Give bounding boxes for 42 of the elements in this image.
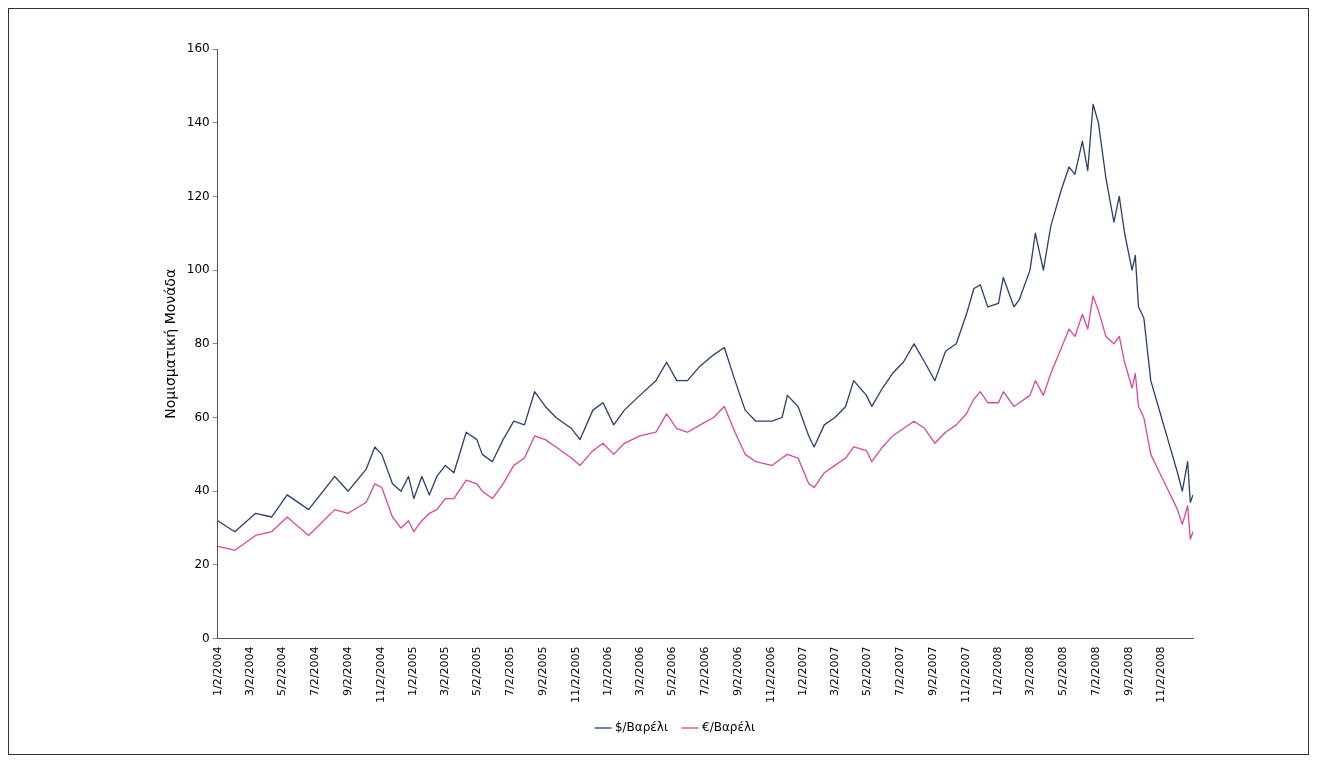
- y-tick-label: 100: [186, 262, 210, 277]
- x-tick-label: 3/2/2006: [632, 646, 646, 696]
- x-tick-label: 11/2/2004: [373, 646, 387, 703]
- x-tick-label: 9/2/2004: [340, 646, 354, 696]
- y-tick-label: 0: [202, 630, 210, 645]
- x-tick-label: 5/2/2005: [470, 646, 484, 696]
- y-tick-label: 20: [194, 557, 210, 572]
- x-tick-label: 3/2/2004: [242, 646, 256, 696]
- x-tick-label: 7/2/2008: [1088, 646, 1102, 696]
- x-tick-label: 11/2/2008: [1154, 646, 1168, 703]
- x-tick-label: 7/2/2005: [502, 646, 516, 696]
- x-tick-label: 5/2/2007: [860, 646, 874, 696]
- x-tick-label: 1/2/2007: [796, 646, 810, 696]
- x-tick-label: 1/2/2004: [210, 646, 224, 696]
- x-tick-label: 9/2/2005: [536, 646, 550, 696]
- x-tick-label: 9/2/2008: [1121, 646, 1135, 696]
- y-tick-label: 60: [194, 409, 210, 424]
- x-tick-label: 11/2/2007: [958, 646, 972, 703]
- y-tick-label: 160: [186, 41, 210, 56]
- x-tick-label: 9/2/2006: [731, 646, 745, 696]
- y-tick-label: 120: [186, 188, 210, 203]
- x-tick-label: 1/2/2008: [991, 646, 1005, 696]
- x-tick-label: 11/2/2006: [763, 646, 777, 703]
- x-tick-label: 1/2/2006: [601, 646, 615, 696]
- y-tick-label: 80: [194, 335, 210, 350]
- x-tick-label: 3/2/2008: [1023, 646, 1037, 696]
- x-tick-label: 3/2/2005: [437, 646, 451, 696]
- x-tick-label: 5/2/2004: [275, 646, 289, 696]
- y-tick-label: 140: [186, 114, 210, 129]
- y-axis-title: Νομισματική Μονάδα: [162, 268, 179, 419]
- y-tick-label: 40: [194, 483, 210, 498]
- x-tick-label: 7/2/2004: [307, 646, 321, 696]
- x-tick-label: 9/2/2007: [926, 646, 940, 696]
- x-tick-label: 5/2/2008: [1056, 646, 1069, 696]
- x-tick-label: 7/2/2007: [893, 646, 906, 696]
- x-tick-label: 5/2/2006: [665, 646, 679, 696]
- x-tick-label: 7/2/2006: [697, 646, 711, 696]
- x-tick-label: 1/2/2005: [406, 646, 420, 696]
- x-tick-label: 11/2/2005: [568, 646, 582, 703]
- legend-label: €/Βαρέλι: [702, 720, 756, 735]
- legend-label: $/Βαρέλι: [614, 720, 669, 735]
- x-tick-label: 3/2/2007: [827, 646, 841, 696]
